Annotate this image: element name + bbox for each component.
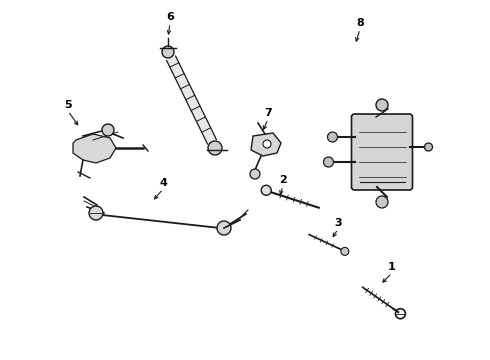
Circle shape — [250, 169, 260, 179]
Circle shape — [208, 141, 222, 155]
Circle shape — [323, 157, 334, 167]
Text: 6: 6 — [166, 12, 174, 22]
Circle shape — [261, 185, 271, 195]
Text: 4: 4 — [159, 178, 167, 188]
Circle shape — [217, 221, 231, 235]
Text: 5: 5 — [64, 100, 72, 110]
Circle shape — [376, 196, 388, 208]
Text: 1: 1 — [388, 262, 396, 272]
Circle shape — [89, 206, 103, 220]
Polygon shape — [167, 56, 217, 144]
Polygon shape — [73, 134, 116, 163]
FancyBboxPatch shape — [351, 114, 413, 190]
Text: 7: 7 — [264, 108, 272, 118]
Circle shape — [102, 124, 114, 136]
Circle shape — [263, 140, 271, 148]
Text: 3: 3 — [334, 218, 342, 228]
Text: 2: 2 — [279, 175, 287, 185]
Text: 8: 8 — [356, 18, 364, 28]
Polygon shape — [251, 133, 281, 156]
Circle shape — [162, 46, 174, 58]
Circle shape — [424, 143, 433, 151]
Circle shape — [327, 132, 338, 142]
Circle shape — [341, 247, 349, 255]
Circle shape — [376, 99, 388, 111]
